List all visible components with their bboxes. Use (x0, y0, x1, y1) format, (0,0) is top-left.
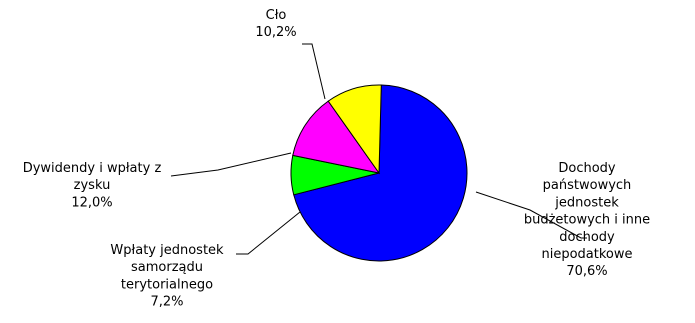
leader-line-2 (170, 152, 292, 177)
slice-name-line: niepodatkowe (541, 247, 632, 262)
slice-value-label: 70,6% (566, 264, 607, 279)
slice-value-label: 10,2% (255, 25, 296, 40)
slice-label-1: Wpłaty jednostek samorządu terytorialnego 7… (110, 243, 224, 310)
slice-name-line: Wpłaty jednostek (110, 243, 224, 258)
slice-name-line: zysku (74, 178, 111, 193)
slice-name-line: budżetowych i inne (524, 213, 650, 228)
pie-slices (290, 84, 468, 262)
leader-line-0 (475, 191, 587, 239)
leader-line-1 (236, 211, 301, 255)
leader-line-3 (302, 43, 326, 100)
slice-name-line: samorządu (131, 260, 203, 275)
slice-labels: Dochody państwowych jednostek budżetowych i… (23, 8, 650, 310)
slice-label-0: Dochody państwowych jednostek budżetowych i… (524, 161, 650, 279)
slice-label-3: Cło 10,2% (255, 8, 296, 40)
slice-name-line: Cło (266, 8, 287, 23)
slice-value-label: 7,2% (150, 295, 183, 310)
slice-label-2: Dywidendy i wpłaty z zysku 12,0% (23, 161, 162, 210)
slice-name-line: jednostek (554, 195, 619, 210)
leader-lines (170, 43, 587, 255)
slice-name-line: terytorialnego (121, 277, 213, 292)
slice-value-label: 12,0% (71, 195, 112, 210)
pie-slice-2 (292, 100, 381, 174)
slice-name-line: dochody (559, 230, 615, 245)
slice-name-line: Dochody (558, 161, 616, 176)
pie-slice-3 (327, 84, 382, 175)
slice-name-line: państwowych (543, 178, 632, 193)
slice-name-line: Dywidendy i wpłaty z (23, 161, 162, 176)
pie-slice-0 (293, 84, 468, 262)
